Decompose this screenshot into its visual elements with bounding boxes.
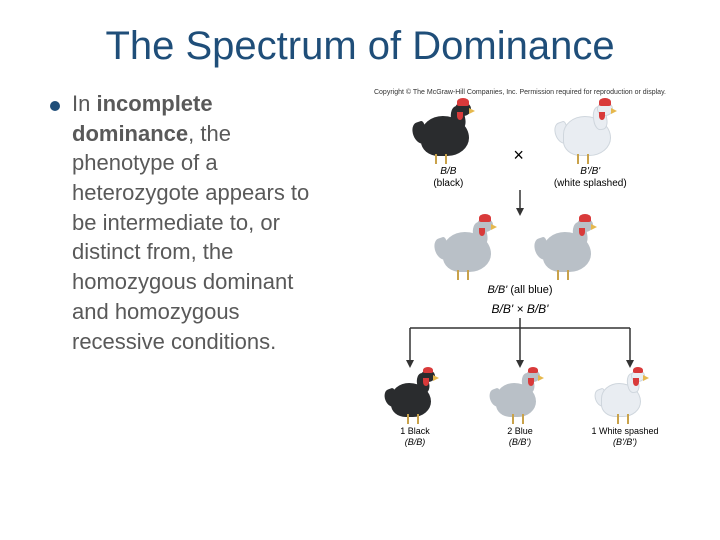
chicken-blue-icon	[490, 370, 550, 422]
parent-right-phenotype: (white splashed)	[554, 178, 627, 190]
f2-label: 1 White spashed	[580, 426, 670, 437]
diagram-copyright: Copyright © The McGraw-Hill Companies, I…	[350, 89, 690, 96]
parent-left: B/B (black)	[413, 102, 483, 190]
page-title: The Spectrum of Dominance	[0, 0, 720, 69]
f2-item: 1 Black (B/B)	[370, 370, 460, 448]
f2-genotype: (B'/B')	[580, 437, 670, 448]
bullet-lead: In	[72, 91, 96, 116]
f2-item: 2 Blue (B/B')	[475, 370, 565, 448]
parent-right: B'/B' (white splashed)	[554, 102, 627, 190]
f1-phenotype: (all blue)	[510, 284, 552, 296]
f2-row: 1 Black (B/B) 2 Blue (B/B') 1 White spas…	[370, 370, 670, 448]
bullet-block: In incomplete dominance, the phenotype o…	[30, 89, 330, 509]
f1-genotype: B/B'	[487, 284, 507, 296]
f1-row	[350, 218, 690, 282]
chicken-white-icon	[595, 370, 655, 422]
f1-cross-label: B/B' × B/B'	[350, 302, 690, 316]
chicken-white-icon	[555, 102, 625, 162]
f2-genotype: (B/B')	[475, 437, 565, 448]
branch-arrows-icon	[380, 318, 660, 370]
parent-left-genotype: B/B	[413, 166, 483, 178]
parent-cross: ×	[513, 145, 524, 190]
bullet-icon	[50, 101, 60, 111]
f2-label: 1 Black	[370, 426, 460, 437]
chicken-black-icon	[413, 102, 483, 162]
bullet-text: In incomplete dominance, the phenotype o…	[30, 89, 330, 356]
f1-right	[535, 218, 605, 282]
chicken-blue-icon	[435, 218, 505, 278]
parent-right-genotype: B'/B'	[554, 166, 627, 178]
bullet-rest: , the phenotype of a heterozygote appear…	[72, 121, 309, 354]
f1-label: B/B' (all blue)	[350, 284, 690, 296]
f1-left	[435, 218, 505, 282]
chicken-blue-icon	[535, 218, 605, 278]
parent-left-phenotype: (black)	[413, 178, 483, 190]
parent-row: B/B (black) × B'/B' (white splashed)	[350, 102, 690, 190]
content-row: In incomplete dominance, the phenotype o…	[0, 69, 720, 509]
chicken-black-icon	[385, 370, 445, 422]
f2-label: 2 Blue	[475, 426, 565, 437]
f2-item: 1 White spashed (B'/B')	[580, 370, 670, 448]
diagram: Copyright © The McGraw-Hill Companies, I…	[350, 89, 690, 509]
f2-genotype: (B/B)	[370, 437, 460, 448]
arrow-down-icon	[350, 190, 690, 218]
